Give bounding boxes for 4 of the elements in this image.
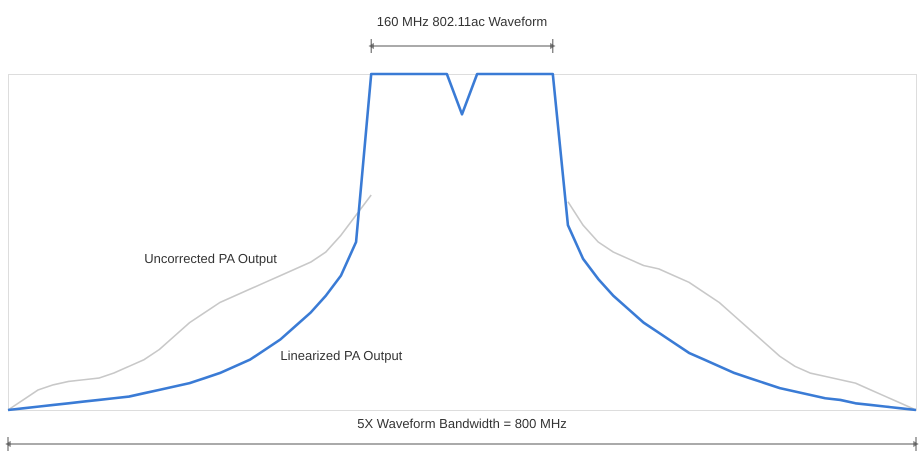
text: 160 MHz 802.11ac Waveform [376,14,548,29]
series-label: Uncorrected PA Output [144,250,278,266]
text: 5X Waveform Bandwidth = 800 MHz [357,416,567,431]
series-label: Linearized PA Output [280,348,403,364]
